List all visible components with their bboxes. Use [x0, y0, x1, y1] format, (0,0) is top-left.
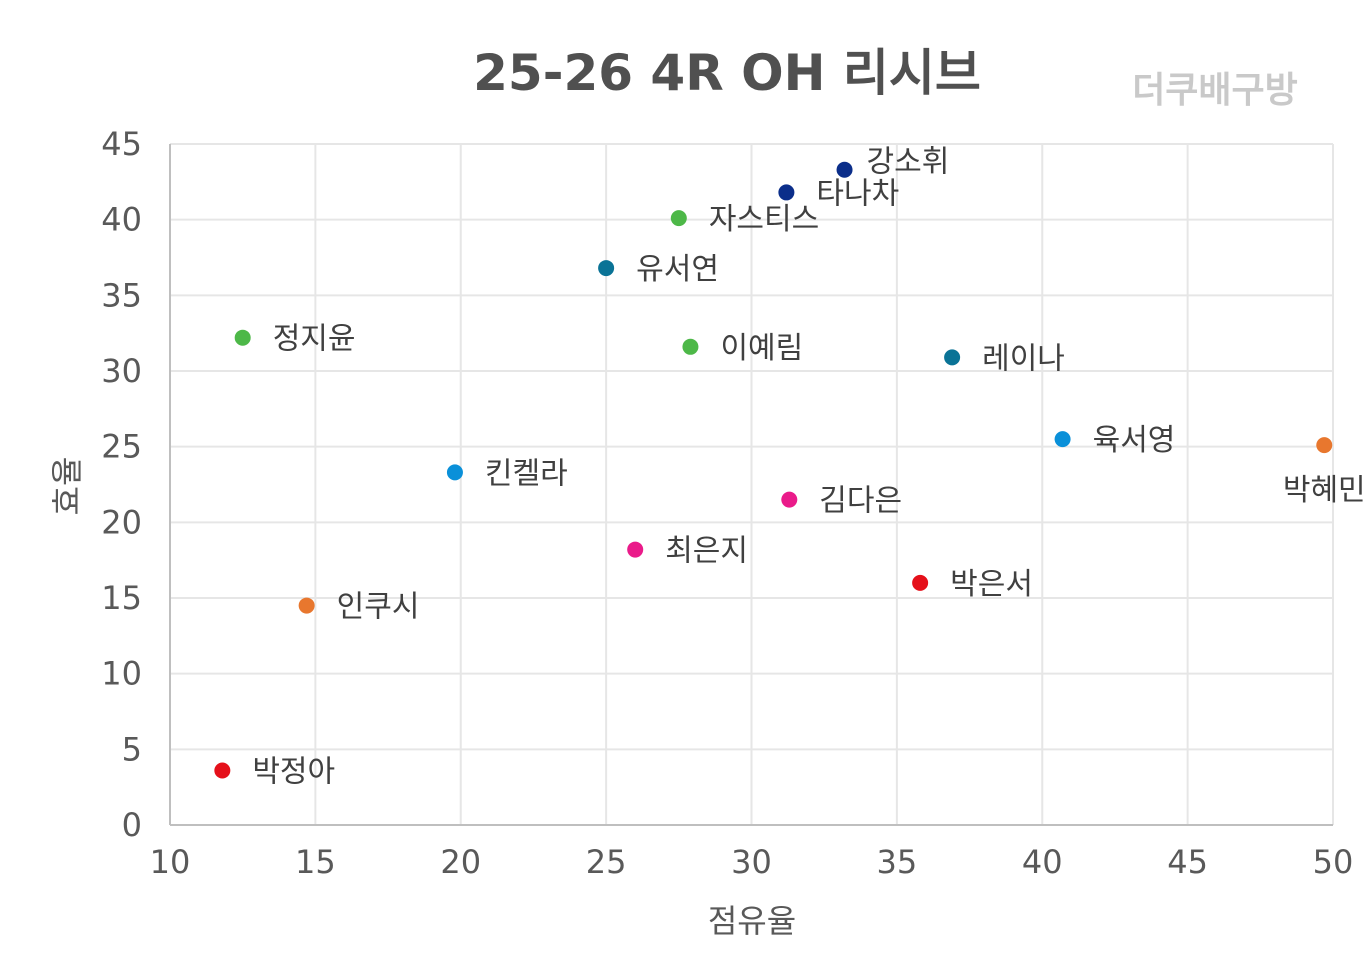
data-point	[214, 762, 231, 779]
data-label: 최은지	[665, 534, 748, 569]
data-point	[944, 349, 961, 366]
y-tick-labels: 0 5 10 15 20 25 30 35 40 45	[101, 125, 142, 844]
data-point	[234, 329, 251, 346]
y-tick-label: 20	[101, 503, 142, 541]
data-label: 레이나	[982, 341, 1065, 376]
data-points	[214, 161, 1333, 779]
data-point	[627, 541, 644, 558]
data-label: 박정아	[252, 755, 335, 790]
y-tick-label: 40	[101, 201, 142, 239]
data-label: 인쿠시	[337, 590, 420, 625]
data-point	[298, 597, 315, 614]
x-tick-label: 10	[150, 843, 191, 881]
data-point	[1316, 437, 1333, 454]
data-point	[778, 184, 795, 201]
y-tick-label: 25	[101, 428, 142, 466]
y-tick-label: 10	[101, 655, 142, 693]
x-axis-label: 점유율	[708, 902, 796, 940]
y-tick-label: 15	[101, 579, 142, 617]
y-tick-label: 35	[101, 276, 142, 314]
y-tick-label: 5	[122, 730, 142, 768]
data-label: 타나차	[816, 176, 899, 211]
data-point	[598, 260, 615, 277]
x-tick-label: 15	[295, 843, 336, 881]
data-point	[446, 464, 463, 481]
data-label: 박은서	[950, 567, 1033, 602]
x-tick-label: 35	[877, 843, 918, 881]
data-label: 김다은	[819, 484, 902, 519]
data-label: 강소휘	[867, 145, 950, 180]
y-axis-label: 효율	[48, 457, 86, 516]
data-point	[670, 210, 687, 227]
y-tick-label: 0	[122, 806, 142, 844]
data-point	[912, 574, 929, 591]
data-label: 육서영	[1093, 423, 1176, 458]
data-label: 킨켈라	[485, 456, 568, 491]
chart-title: 25-26 4R OH 리시브	[473, 44, 981, 102]
data-label: 이예림	[720, 331, 803, 366]
y-tick-label: 30	[101, 352, 142, 390]
x-tick-label: 25	[586, 843, 627, 881]
data-point	[781, 491, 798, 508]
data-label: 유서연	[636, 252, 719, 287]
data-label: 자스티스	[709, 202, 819, 237]
data-point	[682, 338, 699, 355]
x-tick-label: 40	[1022, 843, 1063, 881]
x-tick-label: 20	[440, 843, 481, 881]
data-label: 박혜민	[1283, 473, 1366, 508]
x-tick-label: 45	[1167, 843, 1208, 881]
grid-lines	[170, 143, 1334, 825]
x-tick-label: 50	[1313, 843, 1354, 881]
x-tick-label: 30	[731, 843, 772, 881]
data-point	[1054, 431, 1071, 448]
x-tick-labels: 10 15 20 25 30 35 40 45 50	[150, 843, 1354, 881]
data-point	[836, 161, 853, 178]
axes	[169, 144, 1333, 826]
data-label: 정지윤	[273, 322, 356, 357]
watermark-text: 더쿠배구방	[1132, 70, 1298, 111]
y-tick-label: 45	[101, 125, 142, 163]
